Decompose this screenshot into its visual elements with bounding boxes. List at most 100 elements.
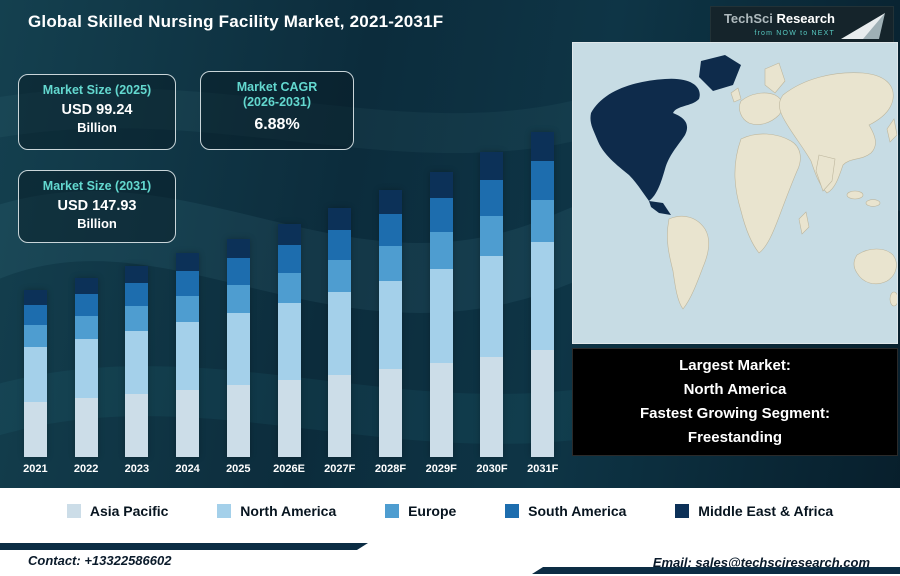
world-map — [573, 43, 899, 343]
bar-segment-south-america — [531, 160, 555, 201]
bar-segment-asia-pacific — [277, 380, 301, 457]
bar-segment-asia-pacific — [125, 394, 149, 457]
legend-label: Europe — [408, 503, 457, 519]
bar-segment-asia-pacific — [23, 401, 47, 457]
bar-column-2031F: 2031F — [517, 131, 568, 476]
stat-label: (2026-2031) — [242, 95, 312, 109]
footer-contact: Contact: +13322586602 — [28, 553, 172, 568]
chart-legend: Asia Pacific North America Europe South Ame… — [0, 488, 900, 534]
bar-segment-asia-pacific — [480, 356, 504, 457]
legend-item-north-america: North America — [217, 503, 336, 519]
map-sea-island — [846, 190, 864, 200]
bar-segment-europe — [531, 200, 555, 243]
stat-box-market-cagr: Market CAGR (2026-2031) 6.88% — [200, 71, 354, 150]
map-scandinavia-region — [764, 62, 786, 94]
legend-label: Asia Pacific — [89, 503, 169, 519]
legend-swatch-icon — [385, 504, 400, 518]
stacked-bar-2021 — [23, 289, 47, 457]
bar-column-2028F: 2028F — [365, 190, 416, 476]
x-axis-label: 2023 — [124, 463, 150, 475]
map-europe-region — [739, 92, 783, 125]
bar-segment-asia-pacific — [74, 398, 98, 457]
market-highlight-box: Largest Market: North America Fastest Gr… — [572, 348, 898, 456]
map-australia-region — [853, 248, 897, 285]
bar-segment-north-america — [226, 312, 250, 386]
bar-segment-middle-east-africa — [125, 266, 149, 284]
stacked-bar-2027F — [328, 207, 352, 457]
stacked-bar-chart: 2021 2022 2023 2024 2025 2026E 2027F 2028F 2029F… — [10, 112, 568, 476]
bar-segment-north-america — [531, 242, 555, 350]
x-axis-label: 2027F — [324, 463, 356, 475]
legend-label: North America — [240, 503, 337, 519]
logo-brand-part2: Research — [776, 11, 835, 26]
stacked-bar-2022 — [74, 278, 98, 457]
x-axis-label: 2021 — [23, 463, 48, 475]
bar-segment-middle-east-africa — [226, 238, 250, 259]
x-axis-label: 2029F — [425, 463, 457, 475]
bar-segment-middle-east-africa — [480, 152, 504, 180]
bar-segment-south-america — [176, 271, 200, 296]
bar-segment-asia-pacific — [531, 349, 555, 457]
bar-column-2026E: 2026E — [264, 223, 315, 476]
map-central-america-region — [649, 201, 671, 215]
bar-segment-north-america — [23, 346, 47, 402]
bar-segment-asia-pacific — [429, 363, 453, 457]
bar-column-2027F: 2027F — [314, 207, 365, 476]
map-madagascar-region — [798, 211, 810, 235]
bar-column-2030F: 2030F — [467, 152, 518, 476]
stacked-bar-2026E — [277, 223, 301, 457]
bar-segment-south-america — [429, 198, 453, 233]
bar-column-2021: 2021 — [10, 289, 61, 476]
bar-segment-north-america — [74, 339, 98, 398]
bar-segment-asia-pacific — [176, 389, 200, 457]
bar-segment-south-america — [226, 258, 250, 285]
map-asia-region — [779, 72, 894, 194]
stacked-bar-2030F — [480, 152, 504, 457]
stacked-bar-2028F — [379, 190, 402, 457]
bar-segment-europe — [277, 272, 301, 303]
bar-segment-asia-pacific — [328, 374, 352, 457]
stacked-bar-2023 — [125, 266, 149, 457]
logo-brand-part1: TechSci — [723, 11, 777, 26]
bar-segment-middle-east-africa — [176, 252, 200, 272]
bar-segment-europe — [226, 284, 250, 313]
bar-segment-south-america — [74, 294, 98, 316]
bar-segment-europe — [379, 246, 402, 281]
legend-item-europe: Europe — [385, 503, 456, 519]
x-axis-label: 2030F — [476, 463, 508, 475]
stat-label: Market CAGR — [236, 80, 318, 94]
largest-market-label: Largest Market: — [679, 357, 791, 374]
bar-segment-south-america — [23, 304, 47, 325]
bar-segment-south-america — [328, 230, 352, 261]
bar-segment-north-america — [379, 281, 402, 369]
stat-value: 6.88% — [254, 116, 300, 133]
bar-column-2023: 2023 — [111, 266, 162, 476]
page-title: Global Skilled Nursing Facility Market, … — [28, 12, 444, 31]
bar-segment-north-america — [176, 322, 200, 390]
stacked-bar-2031F — [531, 131, 555, 457]
map-north-america-region — [590, 78, 700, 201]
legend-label: Middle East & Africa — [698, 503, 834, 519]
footer: Contact: +13322586602 Email: sales@techs… — [0, 534, 900, 576]
bar-column-2024: 2024 — [162, 252, 213, 476]
bar-segment-europe — [480, 216, 504, 256]
bar-column-2029F: 2029F — [416, 172, 467, 476]
bar-segment-europe — [176, 295, 200, 323]
stacked-bar-2029F — [429, 172, 453, 457]
footer-email: Email: sales@techsciresearch.com — [652, 555, 870, 570]
map-south-america-region — [667, 216, 709, 310]
bar-segment-middle-east-africa — [277, 223, 301, 245]
logo-tagline: from NOW to NEXT — [754, 30, 835, 37]
fastest-segment-value: Freestanding — [687, 429, 783, 446]
stat-value: USD 147.93 — [57, 198, 137, 214]
stat-unit: Billion — [77, 216, 117, 231]
legend-label: South America — [528, 503, 627, 519]
logo-brand-text: TechSci Research from NOW to NEXT — [717, 12, 835, 40]
stat-label: Market Size (2031) — [42, 179, 152, 193]
bar-segment-south-america — [379, 214, 402, 247]
world-map-panel — [572, 42, 899, 344]
stat-box-market-size-2025: Market Size (2025) USD 99.24 Billion — [18, 74, 176, 150]
x-axis-label: 2025 — [226, 463, 251, 475]
x-axis-label: 2024 — [175, 463, 200, 475]
legend-swatch-icon — [505, 504, 520, 518]
